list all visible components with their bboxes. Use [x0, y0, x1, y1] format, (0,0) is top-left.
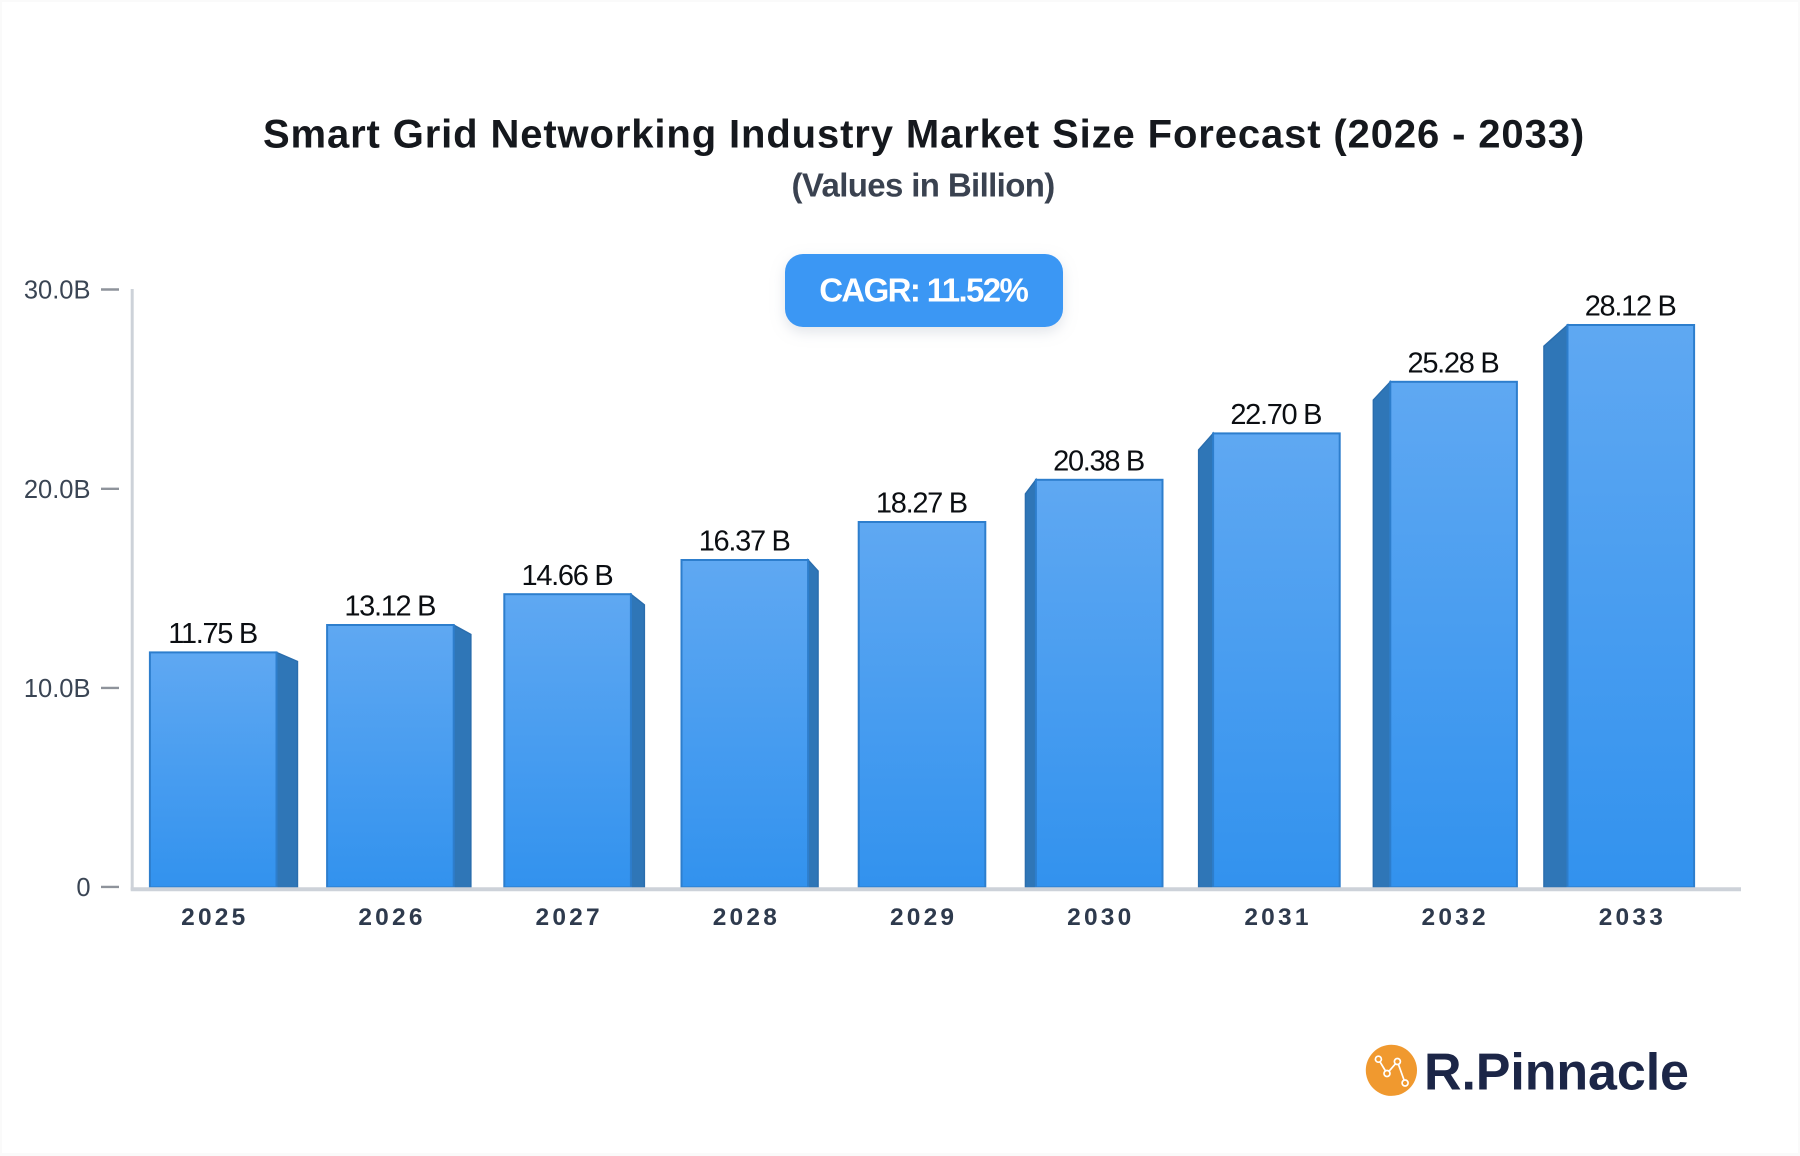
- svg-text:25.28 B: 25.28 B: [1408, 348, 1499, 380]
- svg-text:2029: 2029: [890, 904, 957, 931]
- svg-text:10.0B: 10.0B: [24, 675, 91, 703]
- svg-text:13.12 B: 13.12 B: [344, 591, 435, 623]
- svg-text:2025: 2025: [181, 904, 248, 931]
- svg-text:28.12 B: 28.12 B: [1585, 291, 1676, 323]
- svg-text:2026: 2026: [358, 904, 425, 931]
- svg-text:CAGR: 11.52%: CAGR: 11.52%: [819, 272, 1028, 309]
- svg-text:11.75 B: 11.75 B: [168, 618, 257, 650]
- svg-text:20.0B: 20.0B: [24, 476, 91, 504]
- svg-text:Smart Grid Networking Industry: Smart Grid Networking Industry Market Si…: [263, 113, 1585, 157]
- svg-text:R.Pinnacle: R.Pinnacle: [1424, 1044, 1689, 1102]
- svg-text:16.37 B: 16.37 B: [699, 526, 790, 558]
- svg-text:30.0B: 30.0B: [24, 277, 91, 305]
- svg-text:22.70 B: 22.70 B: [1230, 399, 1321, 431]
- svg-text:20.38 B: 20.38 B: [1053, 446, 1144, 478]
- svg-text:2031: 2031: [1244, 904, 1311, 931]
- svg-text:0: 0: [76, 874, 90, 902]
- svg-text:(Values in Billion): (Values in Billion): [792, 167, 1055, 204]
- svg-text:2032: 2032: [1422, 904, 1489, 931]
- svg-text:2027: 2027: [536, 904, 603, 931]
- svg-text:2033: 2033: [1599, 904, 1666, 931]
- svg-text:2030: 2030: [1067, 904, 1134, 931]
- svg-text:14.66 B: 14.66 B: [522, 560, 613, 592]
- svg-text:18.27 B: 18.27 B: [876, 488, 967, 520]
- svg-text:2028: 2028: [713, 904, 780, 931]
